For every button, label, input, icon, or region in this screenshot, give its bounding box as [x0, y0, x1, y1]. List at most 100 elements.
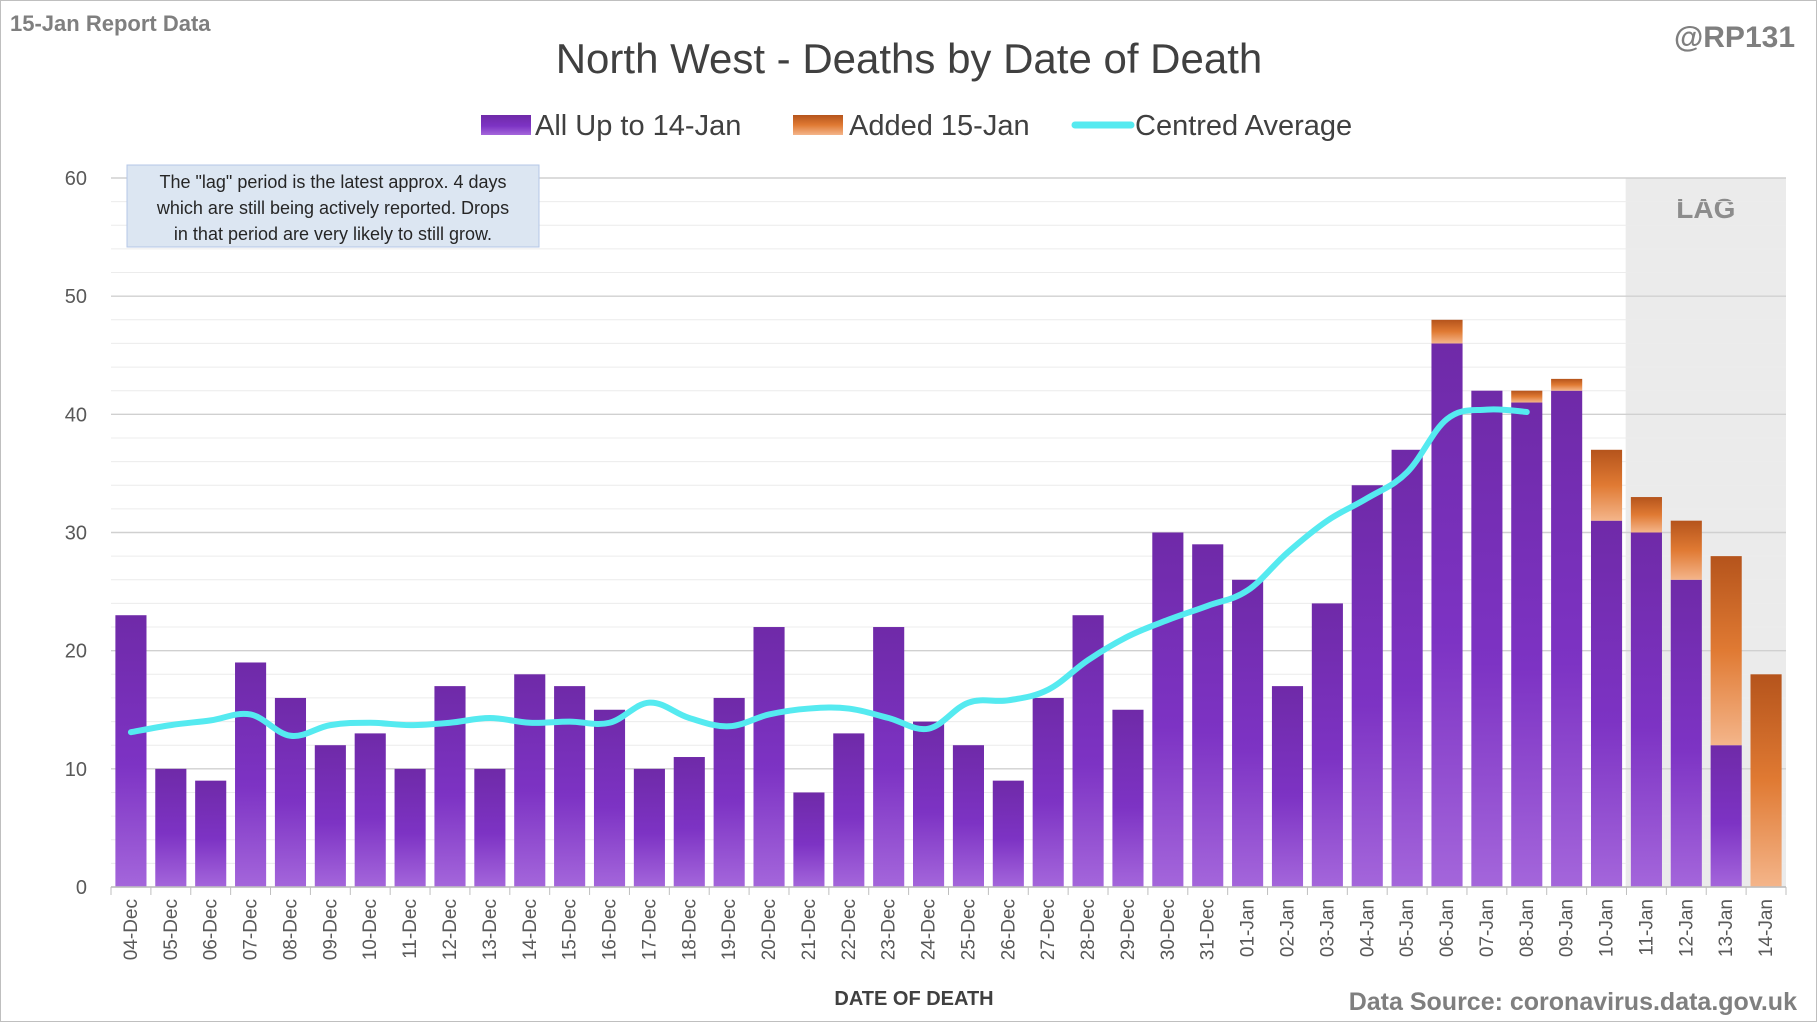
bar-base-20-Dec [753, 627, 785, 887]
x-axis-title: DATE OF DEATH [834, 988, 993, 1010]
y-tick-label: 20 [65, 641, 87, 663]
bar-base-13-Dec [474, 768, 506, 887]
bar-added-09-Jan [1551, 378, 1583, 391]
bar-base-30-Dec [1152, 532, 1184, 887]
x-tick-label: 31-Dec [1198, 899, 1219, 960]
bar-base-10-Jan [1590, 520, 1623, 887]
x-tick-label: 20-Dec [759, 899, 780, 960]
x-tick-label: 07-Jan [1477, 899, 1498, 957]
x-tick-label: 11-Dec [400, 899, 421, 959]
x-tick-label: 18-Dec [679, 899, 700, 960]
x-tick-label: 29-Dec [1118, 899, 1139, 960]
x-tick-label: 15-Dec [560, 899, 581, 960]
x-tick-label: 03-Jan [1317, 899, 1338, 957]
x-tick-label: 06-Dec [201, 899, 222, 960]
x-tick-label: 13-Jan [1716, 899, 1737, 957]
x-tick-label: 04-Dec [121, 899, 142, 960]
lag-note-line-1: The "lag" period is the latest approx. 4… [160, 172, 507, 192]
x-tick-label: 27-Dec [1038, 899, 1059, 960]
y-tick-label: 60 [65, 168, 87, 190]
bar-base-05-Jan [1391, 449, 1423, 887]
y-tick-label: 50 [65, 286, 87, 308]
bar-added-13-Jan [1710, 556, 1742, 746]
bar-base-11-Dec [394, 768, 426, 887]
bar-base-01-Jan [1232, 579, 1264, 887]
x-axis: 04-Dec 05-Dec 06-Dec 07-Dec 08-Dec 09-Dec 10-D… [110, 886, 1787, 960]
x-tick-label: 09-Dec [320, 899, 341, 960]
y-tick-label: 40 [65, 404, 87, 426]
bar-base-04-Jan [1351, 485, 1383, 887]
x-tick-label: 01-Jan [1238, 899, 1259, 957]
legend-swatch-added [793, 115, 843, 135]
author-handle: @RP131 [1674, 21, 1795, 54]
legend-label-average: Centred Average [1135, 110, 1352, 142]
y-axis: 0 10 20 30 40 50 60 [65, 168, 87, 899]
bar-base-12-Dec [434, 686, 466, 887]
average-line-path [127, 406, 1530, 739]
x-tick-label: 10-Jan [1597, 899, 1618, 957]
bar-base-21-Dec [793, 792, 825, 887]
legend-swatch-base [481, 115, 531, 135]
bar-base-07-Jan [1471, 390, 1503, 887]
bar-base-04-Dec [115, 615, 147, 887]
lag-note-line-2: which are still being actively reported.… [156, 198, 509, 218]
legend-label-base: All Up to 14-Jan [535, 110, 741, 142]
bar-base-26-Dec [992, 780, 1024, 887]
legend-label-added: Added 15-Jan [849, 110, 1030, 142]
bar-base-11-Jan [1630, 532, 1662, 887]
x-tick-label: 11-Jan [1636, 899, 1657, 956]
bar-base-14-Dec [514, 674, 546, 887]
lag-note-line-3: in that period are very likely to still … [174, 224, 492, 244]
average-line [127, 406, 1530, 739]
bar-base-06-Jan [1431, 343, 1463, 887]
bar-added-11-Jan [1630, 497, 1662, 533]
x-tick-label: 12-Jan [1676, 899, 1697, 957]
x-tick-label: 08-Jan [1517, 899, 1538, 957]
x-tick-label: 13-Dec [480, 899, 501, 960]
x-tick-label: 10-Dec [360, 899, 381, 960]
bar-base-15-Dec [554, 686, 586, 887]
data-source: Data Source: coronavirus.data.gov.uk [1349, 988, 1797, 1016]
x-tick-label: 05-Jan [1397, 899, 1418, 957]
bar-base-08-Dec [274, 697, 307, 887]
x-tick-label: 09-Jan [1557, 899, 1578, 957]
bar-added-08-Jan [1511, 390, 1543, 403]
bar-added-06-Jan [1431, 319, 1463, 344]
bar-base-13-Jan [1710, 745, 1742, 887]
x-tick-label: 06-Jan [1437, 899, 1458, 957]
bar-base-29-Dec [1112, 709, 1144, 887]
bar-base-02-Jan [1271, 686, 1304, 887]
bar-base-27-Dec [1032, 697, 1064, 887]
x-tick-label: 08-Dec [280, 899, 301, 960]
bar-added-10-Jan [1590, 449, 1623, 521]
bar-base-09-Jan [1551, 390, 1583, 887]
lag-label: LAG [1676, 193, 1735, 224]
x-tick-label: 07-Dec [241, 899, 262, 960]
x-tick-label: 17-Dec [639, 899, 660, 960]
bar-base-10-Dec [354, 733, 386, 887]
report-date-label: 15-Jan Report Data [10, 11, 211, 36]
x-tick-label: 24-Dec [919, 899, 940, 960]
bar-base-22-Dec [833, 733, 865, 887]
gridlines [111, 177, 1786, 888]
bar-base-09-Dec [314, 745, 346, 887]
bar-base-08-Jan [1511, 402, 1543, 887]
x-tick-label: 12-Dec [440, 899, 461, 960]
x-tick-label: 21-Dec [799, 899, 820, 960]
x-tick-label: 23-Dec [879, 899, 900, 960]
bar-base-19-Dec [713, 697, 745, 887]
x-tick-label: 19-Dec [719, 899, 740, 960]
bar-base-16-Dec [593, 709, 626, 887]
bar-added-12-Jan [1670, 520, 1702, 580]
bar-base-17-Dec [633, 768, 665, 887]
x-tick-label: 25-Dec [958, 899, 979, 960]
bar-base-03-Jan [1311, 603, 1343, 887]
lag-note: The "lag" period is the latest approx. 4… [126, 164, 540, 248]
legend: All Up to 14-Jan Added 15-Jan Centred Av… [481, 110, 1352, 142]
x-tick-label: 14-Jan [1756, 899, 1777, 957]
y-tick-label: 10 [65, 759, 87, 781]
chart-title: North West - Deaths by Date of Death [556, 35, 1263, 82]
bar-base-24-Dec [913, 721, 945, 887]
